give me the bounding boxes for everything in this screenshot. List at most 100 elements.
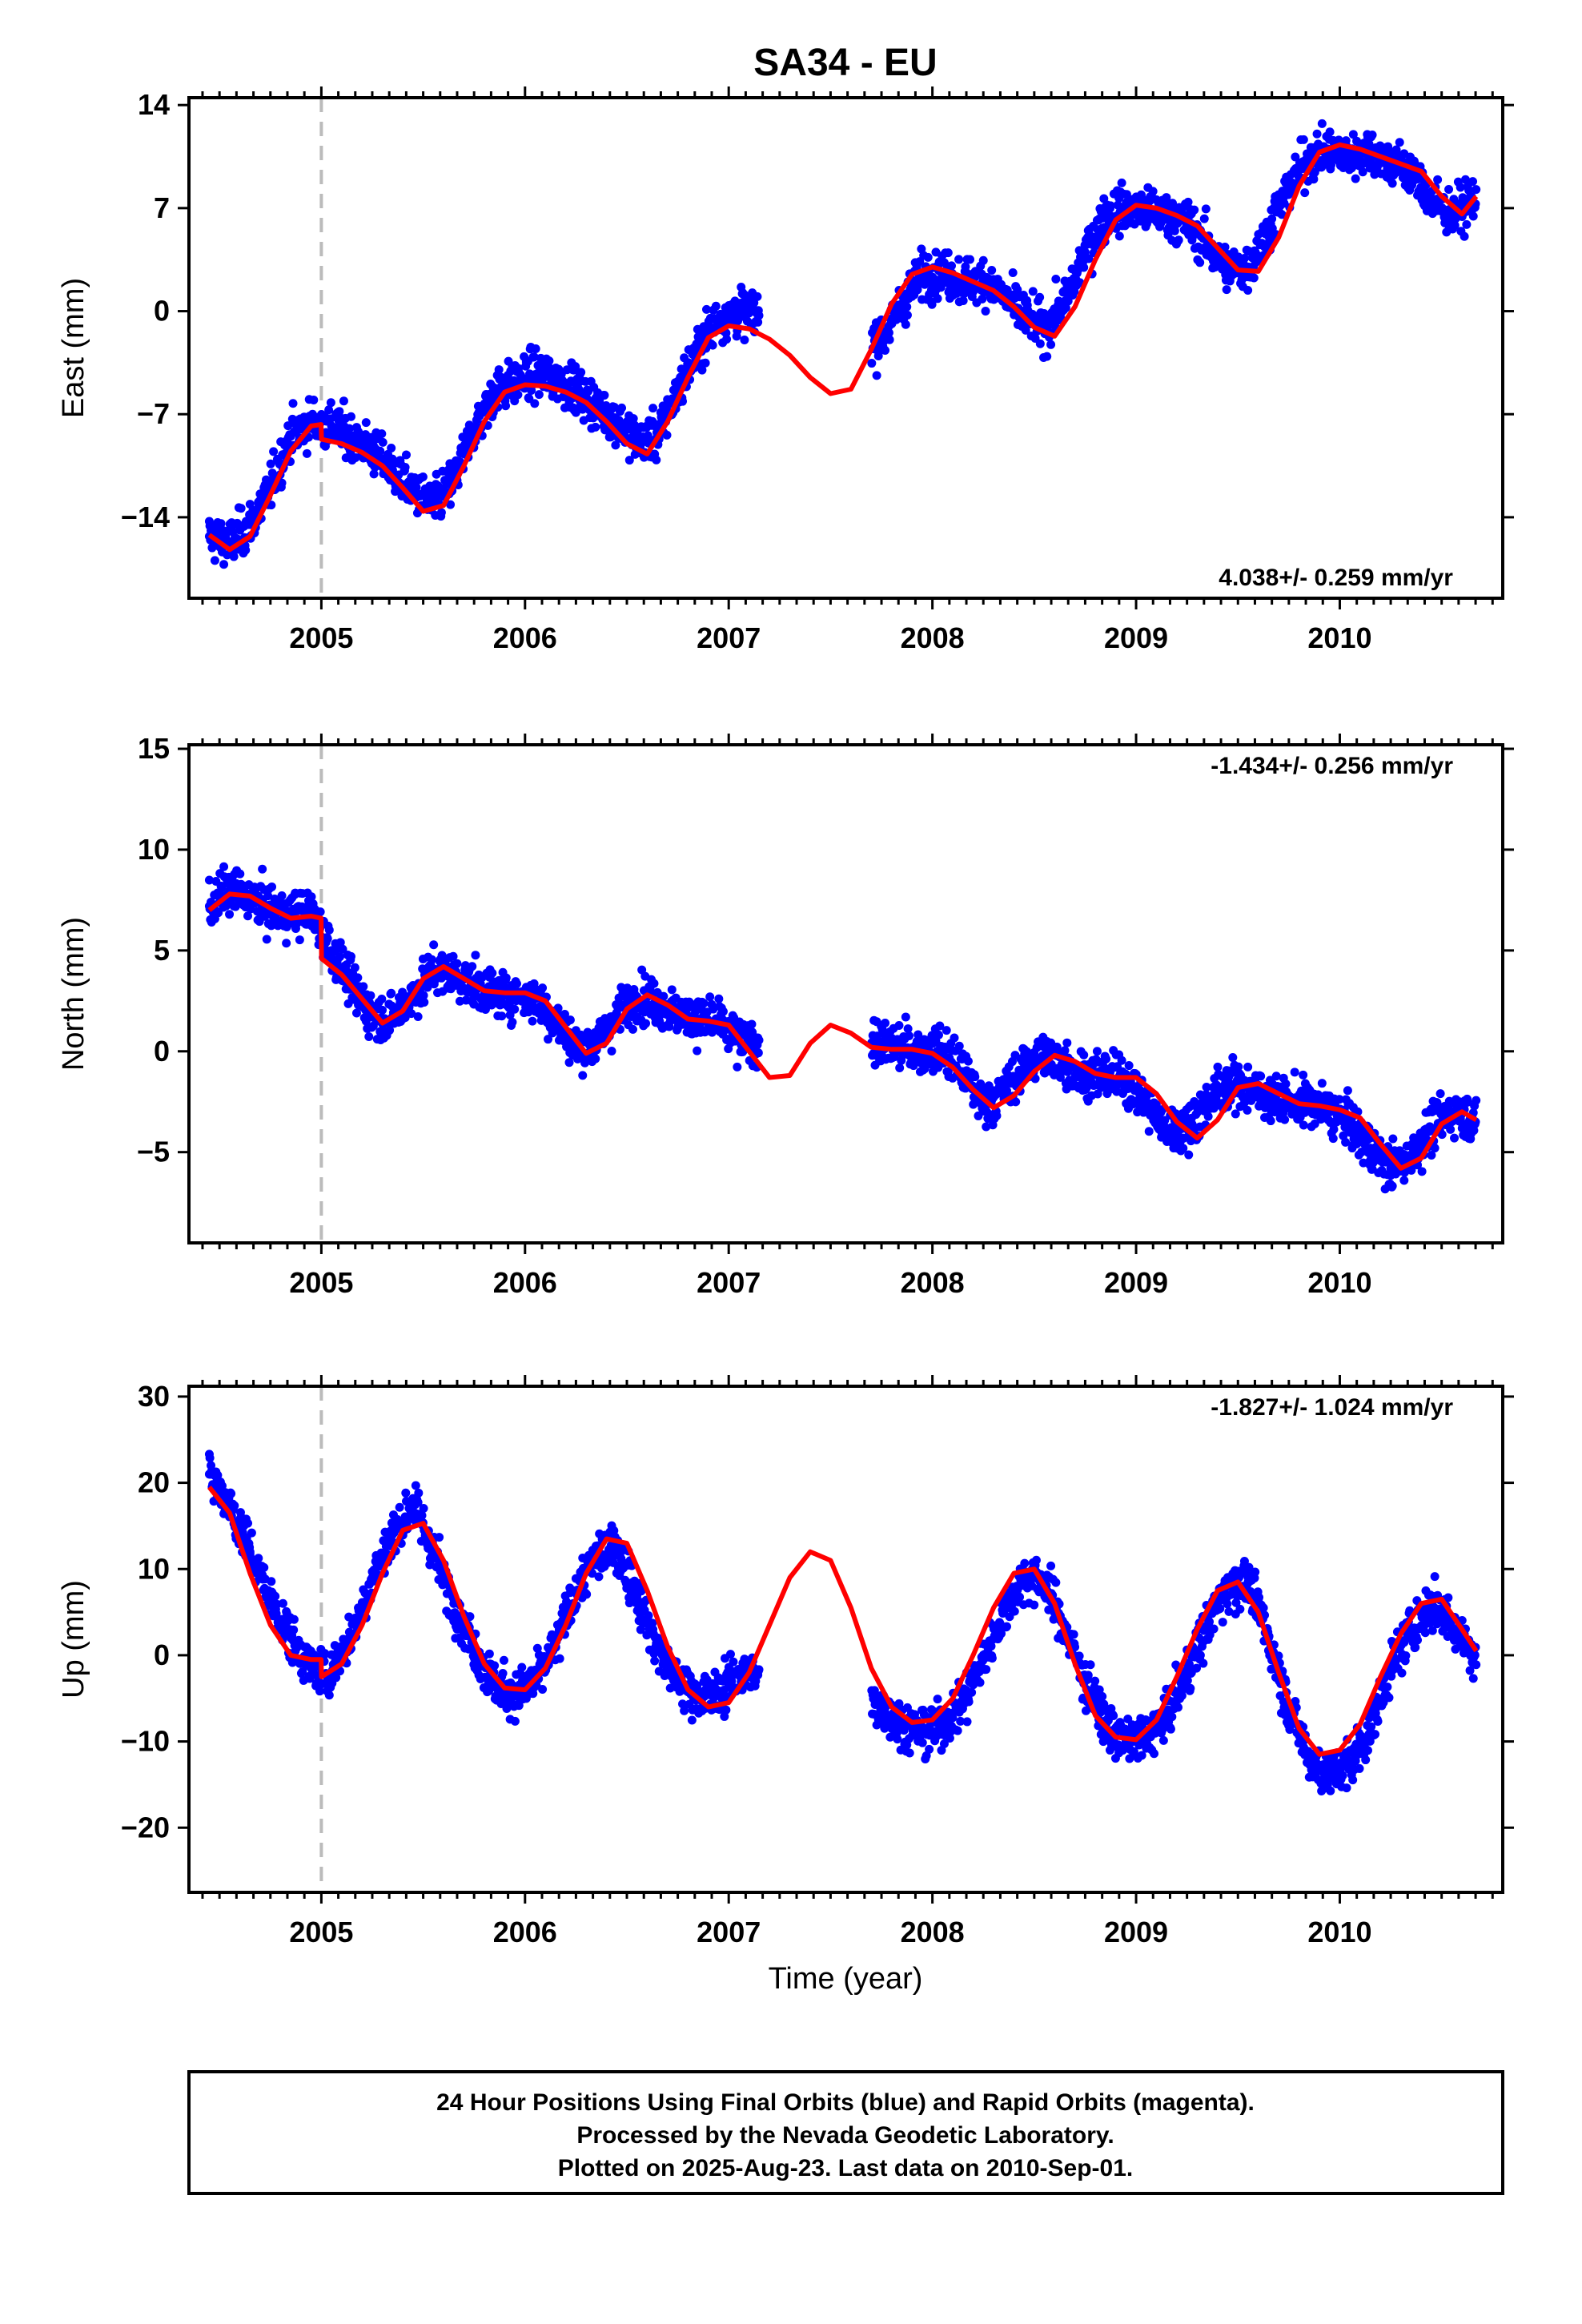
data-point	[1290, 1068, 1299, 1077]
data-point	[1267, 214, 1277, 223]
data-point	[387, 988, 396, 998]
data-point	[1367, 130, 1377, 139]
data-point	[448, 951, 458, 961]
data-point	[496, 372, 505, 382]
data-point	[1201, 204, 1211, 214]
data-point	[235, 869, 245, 879]
model-series-line	[207, 891, 1478, 1171]
data-point	[981, 306, 990, 316]
data-point	[298, 1667, 307, 1676]
data-point	[401, 450, 411, 460]
data-point	[1450, 1133, 1460, 1143]
data-point	[1239, 254, 1249, 263]
data-point	[529, 352, 539, 362]
data-point	[1446, 1124, 1456, 1134]
data-point	[289, 1625, 299, 1634]
data-point	[217, 1481, 227, 1490]
data-point	[288, 399, 298, 408]
data-point	[1277, 210, 1287, 219]
data-point	[591, 422, 600, 432]
data-point	[1062, 1038, 1072, 1047]
data-point	[1430, 1144, 1439, 1153]
data-point	[1343, 1086, 1352, 1096]
data-point	[271, 1591, 280, 1601]
data-point	[628, 1024, 637, 1034]
y-tick-label: −5	[137, 1136, 170, 1168]
figure-title: SA34 - EU	[753, 42, 937, 84]
data-point	[538, 983, 548, 993]
velocity-rate-text: 4.038+/- 0.259 mm/yr	[1219, 565, 1453, 591]
data-point	[902, 310, 912, 320]
data-point	[247, 1528, 256, 1538]
data-point	[1468, 177, 1478, 187]
velocity-rate-text: -1.434+/- 0.256 mm/yr	[1211, 753, 1453, 779]
x-tick-label: 2010	[1307, 1266, 1371, 1299]
data-point	[733, 1062, 742, 1072]
data-point	[1117, 1055, 1126, 1065]
data-point	[565, 1015, 575, 1025]
data-point	[1433, 175, 1443, 184]
data-point	[205, 1454, 215, 1463]
data-point	[468, 962, 477, 971]
data-point	[1444, 184, 1454, 194]
data-point	[1190, 205, 1199, 215]
data-point	[227, 1489, 236, 1498]
data-point	[1222, 285, 1231, 295]
data-point	[1407, 1165, 1416, 1175]
data-point	[262, 935, 271, 944]
data-point	[512, 979, 522, 988]
data-point	[1472, 185, 1481, 195]
data-point	[958, 296, 968, 305]
data-point	[1079, 1050, 1089, 1059]
data-point	[428, 955, 437, 964]
data-point	[1061, 303, 1070, 312]
data-point	[1387, 179, 1397, 188]
data-point	[267, 882, 277, 891]
data-point	[1280, 1115, 1290, 1124]
y-tick-label: 10	[138, 833, 170, 866]
data-point	[1317, 1079, 1327, 1088]
data-point	[407, 1009, 416, 1019]
data-point	[488, 968, 497, 978]
data-point	[591, 1054, 600, 1063]
data-point	[243, 911, 253, 921]
data-point	[369, 469, 379, 479]
data-point	[954, 255, 964, 264]
data-point	[1124, 1061, 1134, 1071]
data-point	[923, 252, 933, 262]
data-point	[872, 371, 881, 380]
data-point	[353, 973, 363, 983]
data-point	[1310, 1119, 1319, 1128]
data-point	[753, 292, 762, 301]
data-point	[283, 421, 293, 431]
data-point	[1247, 1096, 1256, 1105]
y-tick-label: −7	[137, 397, 170, 430]
data-point	[315, 1687, 324, 1696]
data-point	[377, 429, 387, 439]
data-point	[1364, 139, 1374, 149]
data-point	[204, 875, 214, 885]
data-point	[236, 504, 246, 513]
data-point	[1281, 1080, 1291, 1089]
y-tick-label: 0	[154, 1035, 170, 1068]
data-point	[531, 344, 540, 353]
data-point	[1013, 285, 1022, 295]
data-point	[697, 365, 707, 375]
data-point	[754, 311, 764, 320]
data-point	[1170, 226, 1179, 235]
data-point	[494, 365, 504, 375]
data-point	[501, 401, 511, 411]
data-point	[662, 430, 672, 440]
data-point	[1309, 175, 1319, 184]
data-point	[1051, 274, 1061, 283]
data-point	[718, 1007, 728, 1016]
data-point	[576, 368, 586, 377]
data-point	[323, 934, 332, 943]
data-point	[901, 1012, 910, 1022]
data-point	[219, 862, 229, 871]
data-point	[1042, 352, 1052, 361]
data-point	[624, 456, 634, 465]
data-point	[1460, 175, 1470, 184]
data-point	[1437, 1130, 1447, 1140]
